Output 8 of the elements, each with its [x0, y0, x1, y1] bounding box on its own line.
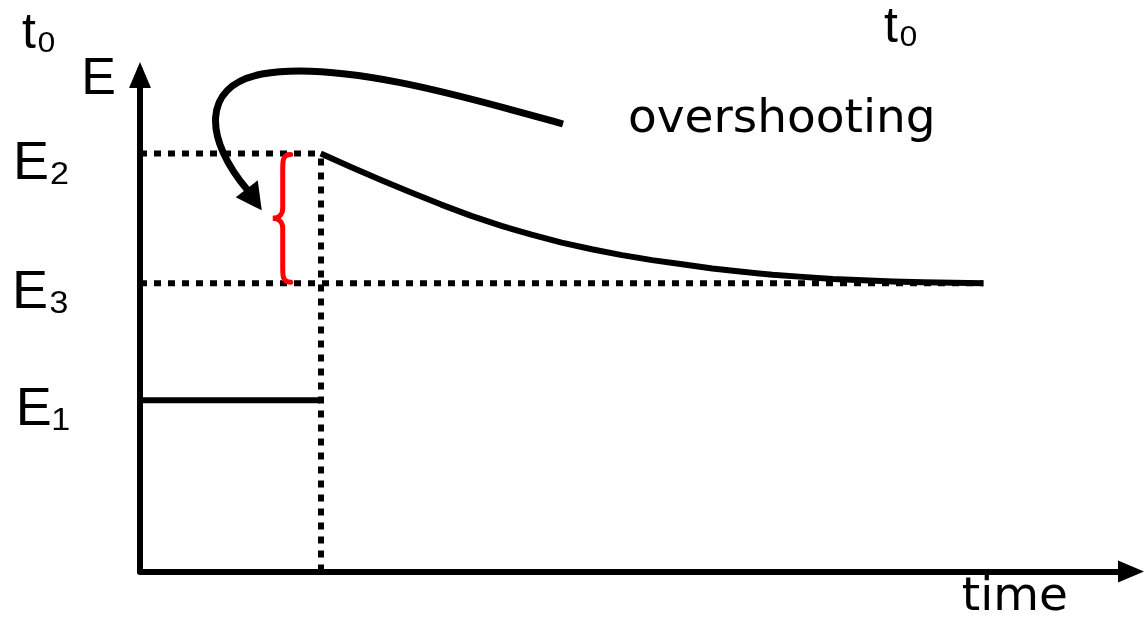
series-label: E₃ — [11, 259, 70, 320]
text: overshooting — [628, 88, 936, 143]
text: t₀ — [884, 0, 919, 53]
series-label: E₂ — [13, 129, 70, 190]
x-axis-title: time — [961, 566, 1068, 617]
text: t₀ — [22, 3, 57, 59]
series-label: E₁ — [15, 376, 70, 437]
y-axis-title: E — [81, 47, 116, 105]
